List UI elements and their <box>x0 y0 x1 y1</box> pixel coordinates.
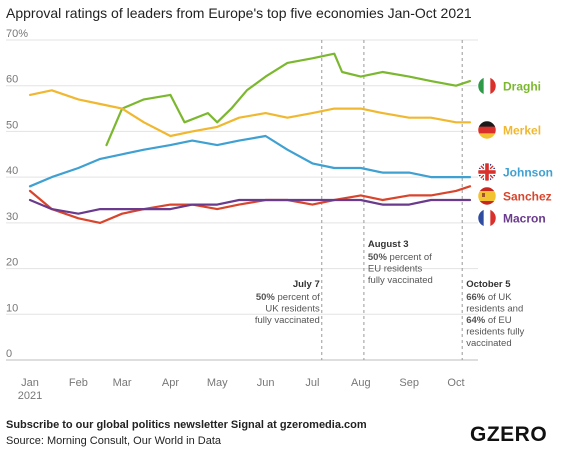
flag-sanchez-icon <box>476 185 498 207</box>
annotation-heading: July 7 <box>293 279 320 290</box>
flag-emblem <box>482 193 485 197</box>
annotation-text: vaccinated <box>466 338 511 349</box>
series-line-draghi <box>105 52 472 147</box>
flag-merkel-icon <box>476 119 498 141</box>
flag-draghi-icon <box>476 75 498 97</box>
annotation-text-segment: of EU <box>485 315 512 326</box>
annotation-text: 64% of EU <box>466 315 512 326</box>
series-label-draghi: Draghi <box>503 80 541 94</box>
annotation-text-segment: UK residents <box>265 304 320 315</box>
y-tick-label: 30 <box>6 211 18 223</box>
series-label-merkel: Merkel <box>503 124 541 138</box>
series-label-macron: Macron <box>503 212 546 226</box>
y-tick-label: 20 <box>6 257 18 269</box>
flag-stripe <box>490 76 497 96</box>
annotation-text-segment: 50% <box>256 292 276 303</box>
flag-johnson-icon <box>476 161 498 183</box>
source-text: Source: Morning Consult, Our World in Da… <box>6 435 222 447</box>
flag-ring <box>476 185 498 207</box>
flag-stripe <box>490 208 497 228</box>
annotation-text-segment: 64% <box>466 315 486 326</box>
footer: Subscribe to our global politics newslet… <box>6 419 547 447</box>
flag-stripe <box>477 126 497 134</box>
x-tick-label: Jan <box>21 377 39 389</box>
annotation-text-segment: vaccinated <box>466 338 511 349</box>
flag-macron-icon <box>476 207 498 229</box>
flag-stripe <box>477 191 497 201</box>
annotation-text: 50% percent of <box>256 292 320 303</box>
annotation-text-segment: percent of <box>275 292 320 303</box>
series-line-macron <box>28 198 472 215</box>
series-line-sanchez <box>28 185 472 224</box>
annotation-text: fully vaccinated <box>368 275 433 286</box>
y-tick-label: 0 <box>6 348 12 360</box>
flag-body <box>477 208 497 228</box>
annotation-text-segment: fully vaccinated <box>368 275 433 286</box>
flag-body <box>477 186 497 206</box>
x-tick-label: May <box>207 377 228 389</box>
annotation-text-segment: residents fully <box>466 327 524 338</box>
x-tick-label: Feb <box>69 377 88 389</box>
annotation-text-segment: of UK <box>485 292 512 303</box>
annotation-text-segment: percent of <box>387 252 432 263</box>
x-tick-label: Apr <box>162 377 179 389</box>
flag-ring <box>476 161 498 183</box>
flag-stripe <box>477 133 497 140</box>
x-tick-label: Mar <box>113 377 132 389</box>
series-lines <box>28 52 472 224</box>
x-tick-label: Jun <box>257 377 275 389</box>
y-tick-label: 70% <box>6 28 28 40</box>
y-tick-label: 50 <box>6 119 18 131</box>
series-line-johnson <box>28 134 472 188</box>
x-tick-label: 2021 <box>18 390 42 402</box>
annotation-text: residents and <box>466 304 523 315</box>
annotation-text: EU residents <box>368 264 423 275</box>
chart-title: Approval ratings of leaders from Europe'… <box>6 5 472 21</box>
y-tick-label: 10 <box>6 302 18 314</box>
flag-stripe <box>483 208 491 228</box>
series-label-johnson: Johnson <box>503 166 553 180</box>
y-axis: 0 10 20 30 40 50 60 70% <box>6 28 28 360</box>
flag-body <box>477 76 497 96</box>
series-label-sanchez: Sanchez <box>503 190 552 204</box>
series-line-merkel <box>28 89 472 138</box>
series-labels: Draghi Merkel Johnson Sanchez Macron <box>476 75 553 229</box>
annotation-text-segment: EU residents <box>368 264 423 275</box>
annotation-text: residents fully <box>466 327 524 338</box>
brand-logo: GZERO <box>470 423 547 446</box>
flag-ring <box>476 207 498 229</box>
annotation-text: UK residents <box>265 304 320 315</box>
annotation-text-segment: fully vaccinated <box>255 315 320 326</box>
annotation-text-segment: residents and <box>466 304 523 315</box>
flag-stripe <box>477 208 484 228</box>
annotation-heading: October 5 <box>466 279 511 290</box>
flag-stripe <box>483 76 491 96</box>
y-tick-label: 40 <box>6 165 18 177</box>
x-tick-label: Aug <box>351 377 371 389</box>
flag-stripe <box>477 76 484 96</box>
subscribe-text: Subscribe to our global politics newslet… <box>6 419 367 431</box>
annotation-text-segment: 66% <box>466 292 486 303</box>
x-tick-label: Sep <box>399 377 419 389</box>
annotation-heading: August 3 <box>368 239 409 250</box>
flag-cross-red <box>485 162 489 182</box>
flag-ring <box>476 75 498 97</box>
annotation-text: fully vaccinated <box>255 315 320 326</box>
flag-ring <box>476 119 498 141</box>
flag-body <box>477 120 497 140</box>
x-tick-label: Oct <box>447 377 464 389</box>
flag-stripe <box>477 120 497 127</box>
annotation-text: 50% percent of <box>368 252 432 263</box>
x-tick-label: Jul <box>305 377 319 389</box>
annotation-text-segment: 50% <box>368 252 388 263</box>
annotation-text: 66% of UK <box>466 292 512 303</box>
grid <box>6 39 478 361</box>
y-tick-label: 60 <box>6 74 18 86</box>
